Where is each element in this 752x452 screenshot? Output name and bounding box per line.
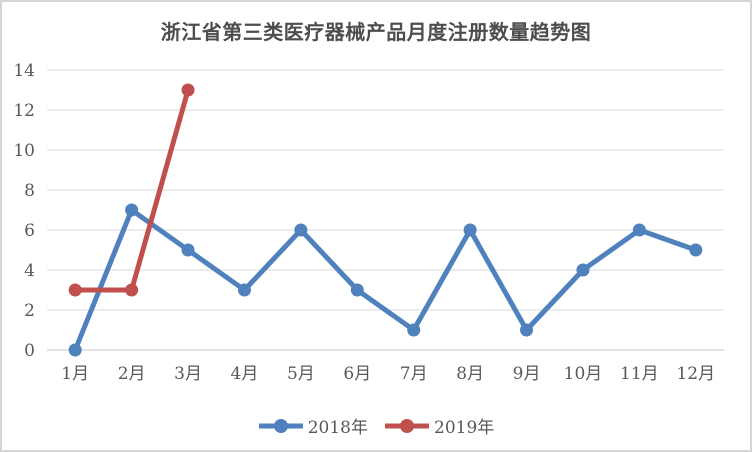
data-point-2018年-11月 (632, 223, 646, 237)
y-tick-label-0: 0 (24, 341, 35, 361)
data-point-2018年-8月 (463, 223, 477, 237)
legend-label: 2019年 (434, 418, 495, 438)
data-point-2019年-1月 (68, 283, 82, 297)
x-tick-label-11: 11月 (620, 364, 659, 384)
y-tick-label-8: 8 (24, 181, 35, 201)
series-line-2018年 (72, 207, 699, 353)
x-tick-label-8: 8月 (456, 364, 484, 384)
data-point-2018年-7月 (407, 323, 421, 337)
legend-item-2019年: 2019年 (384, 413, 494, 438)
legend-label: 2018年 (307, 418, 368, 438)
data-point-2018年-9月 (520, 323, 534, 337)
data-point-2018年-6月 (350, 283, 364, 297)
chart-title: 浙江省第三类医疗器械产品月度注册数量趋势图 (160, 20, 592, 44)
y-tick-label-4: 4 (24, 261, 35, 281)
data-point-2018年-5月 (294, 223, 308, 237)
y-tick-label-10: 10 (13, 141, 35, 161)
y-tick-label-6: 6 (24, 221, 35, 241)
data-point-2019年-2月 (125, 283, 139, 297)
x-tick-label-10: 10月 (564, 364, 603, 384)
data-point-2018年-4月 (237, 283, 251, 297)
legend-marker-icon (258, 418, 303, 433)
data-point-2018年-10月 (576, 263, 590, 277)
legend-item-2018年: 2018年 (258, 413, 368, 438)
data-point-2018年-1月 (68, 343, 82, 357)
x-tick-label-1: 1月 (61, 364, 89, 384)
x-tick-label-2: 2月 (118, 364, 146, 384)
x-tick-label-6: 6月 (343, 364, 371, 384)
data-point-2018年-2月 (125, 203, 139, 217)
y-tick-label-14: 14 (13, 61, 35, 81)
legend-marker-icon (385, 418, 429, 433)
x-tick-label-12: 12月 (676, 364, 715, 384)
data-point-2018年-3月 (181, 243, 195, 257)
y-tick-label-12: 12 (13, 101, 35, 121)
x-tick-label-9: 9月 (513, 364, 541, 384)
y-tick-label-2: 2 (24, 301, 35, 321)
x-tick-label-7: 7月 (400, 364, 428, 384)
chart-legend: 2018年 2019年 (2, 413, 750, 438)
data-point-2018年-12月 (689, 243, 703, 257)
x-tick-label-5: 5月 (287, 364, 315, 384)
x-tick-label-4: 4月 (231, 364, 259, 384)
data-point-2019年-3月 (181, 83, 195, 97)
x-tick-label-3: 3月 (174, 364, 202, 384)
